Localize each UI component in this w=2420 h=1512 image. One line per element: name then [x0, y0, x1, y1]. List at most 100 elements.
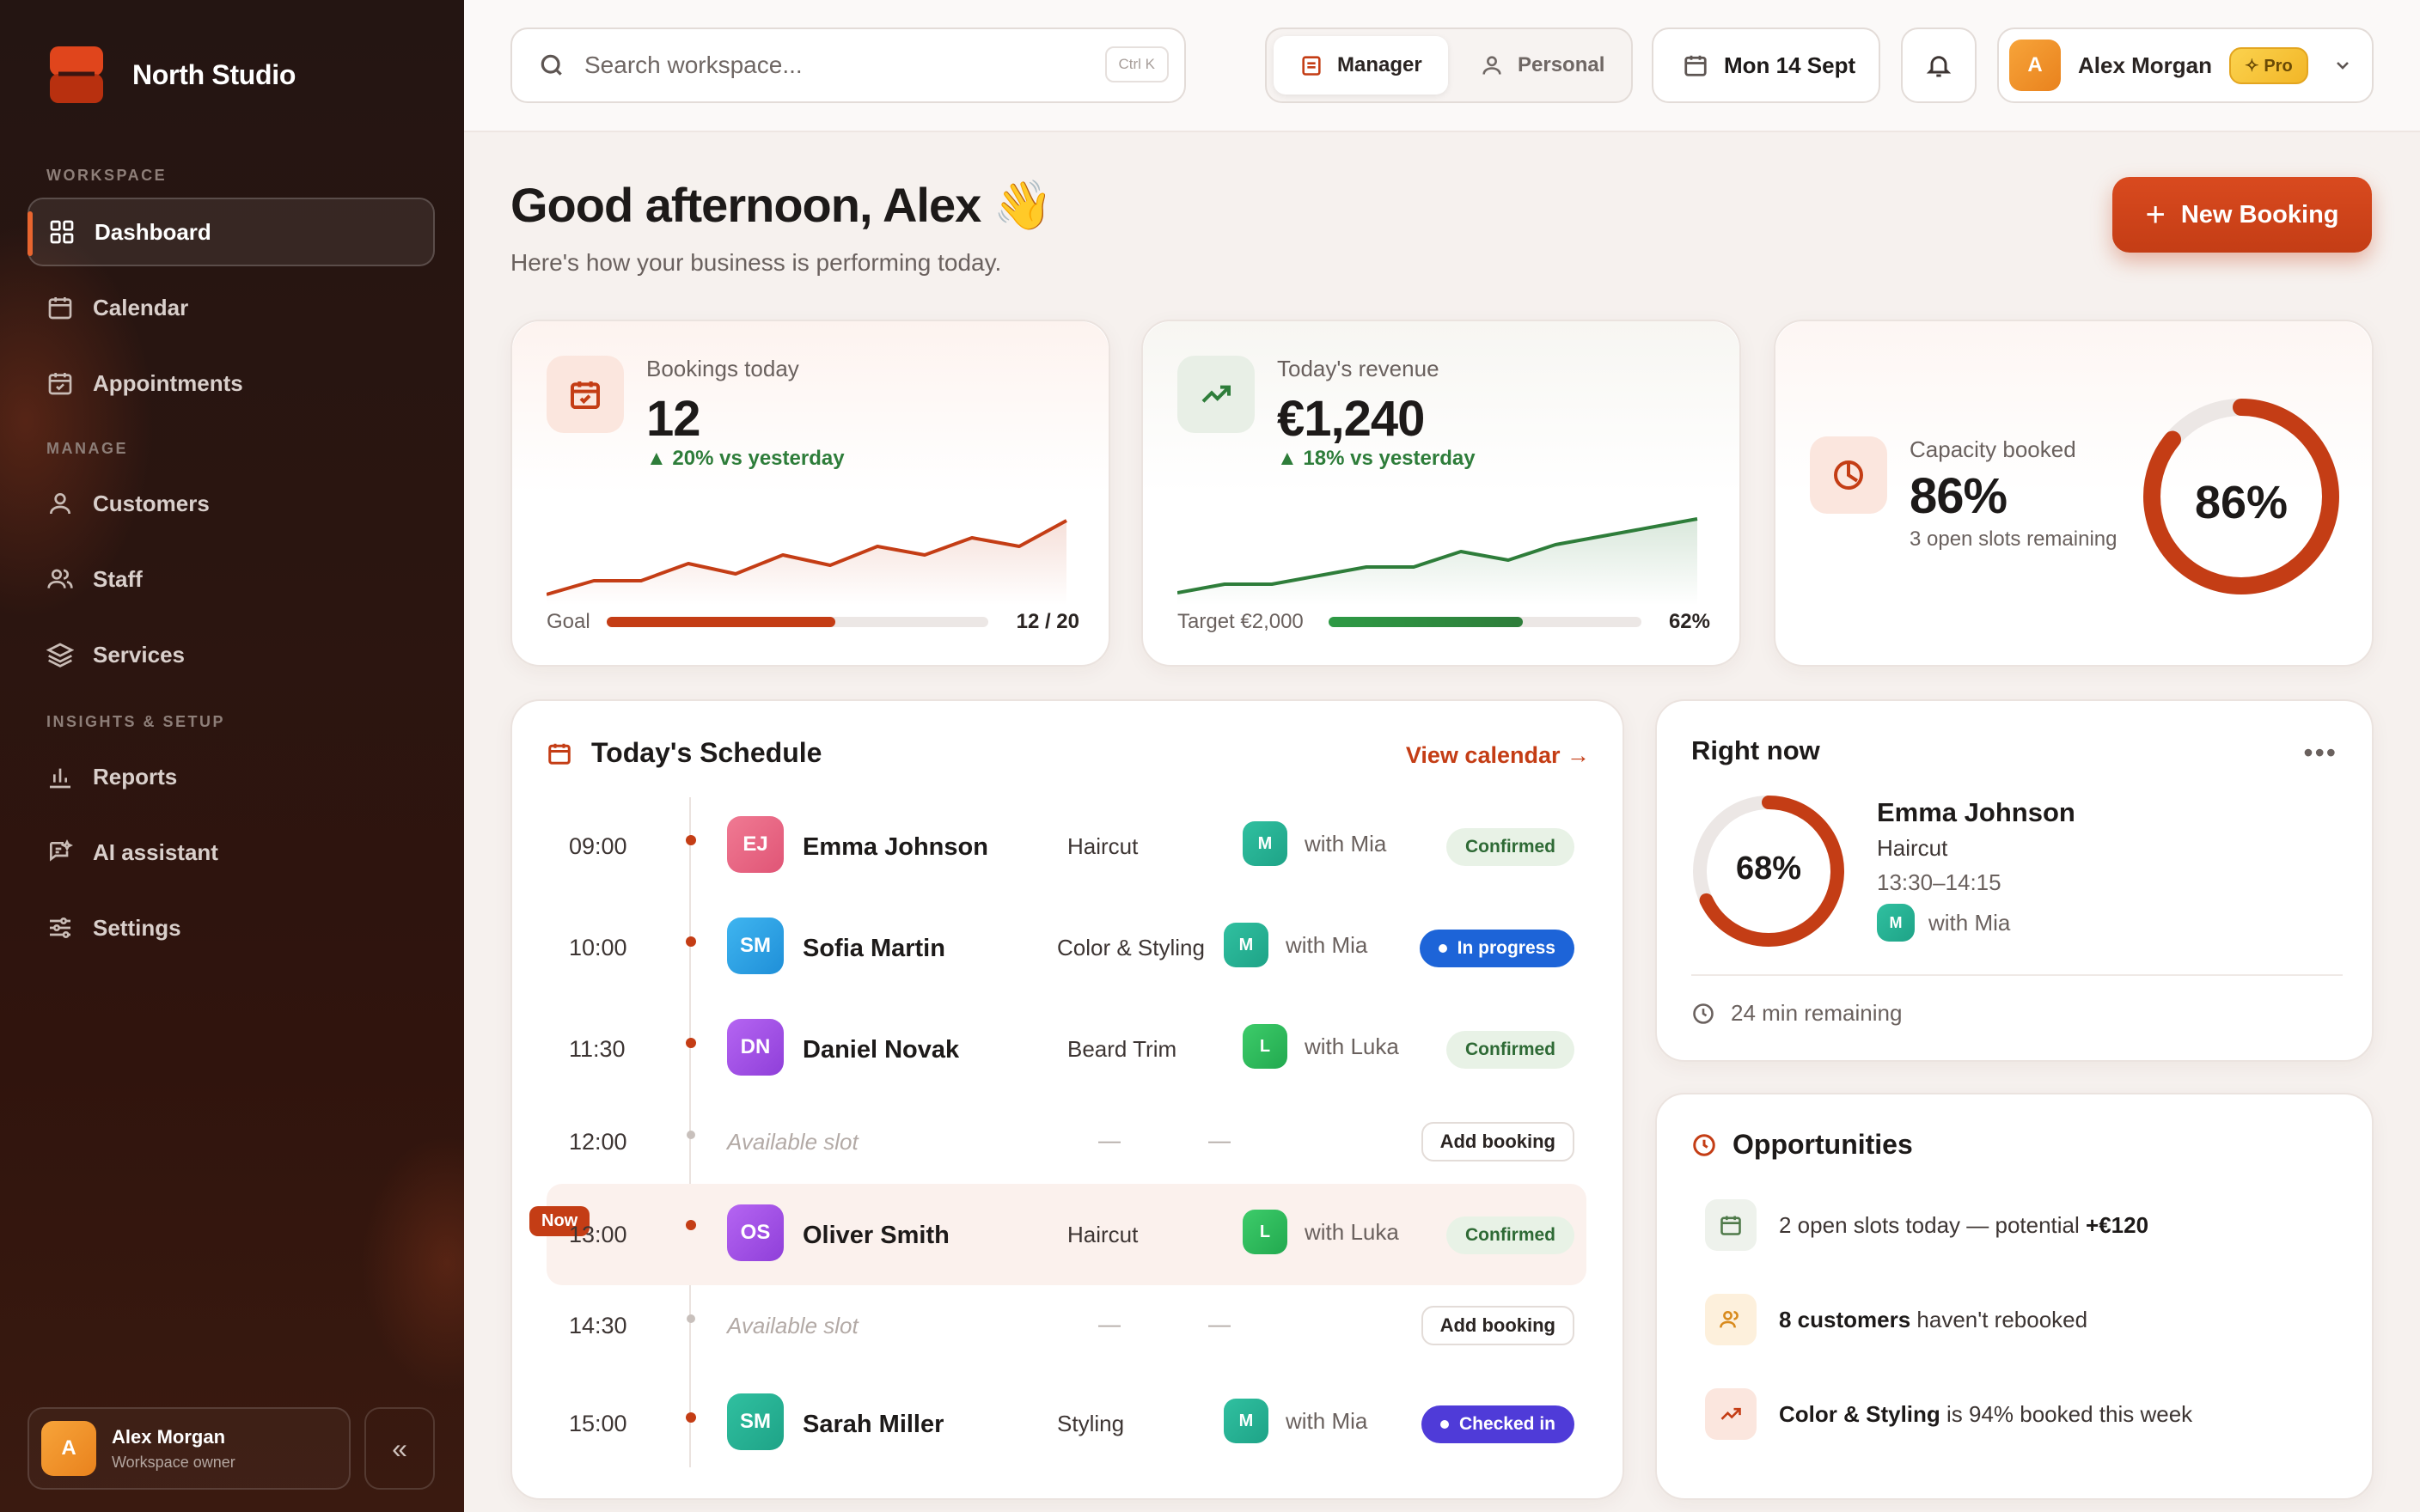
trending-up-icon — [1705, 1388, 1757, 1440]
service-name: Color & Styling — [1057, 935, 1205, 960]
add-booking-button[interactable]: Add booking — [1421, 1122, 1574, 1161]
sidebar-item-calendar[interactable]: Calendar — [28, 273, 435, 342]
stat-label: Capacity booked — [1910, 436, 2076, 462]
sidebar-user-card[interactable]: A Alex Morgan Workspace owner — [28, 1407, 351, 1490]
customer-name[interactable]: Emma Johnson — [803, 833, 988, 861]
service-name: Beard Trim — [1067, 1036, 1177, 1062]
sidebar-item-services[interactable]: Services — [28, 620, 435, 689]
mode-toggle: Manager Personal — [1265, 27, 1633, 103]
chevron-down-icon — [2337, 62, 2349, 70]
avatar: EJ — [727, 816, 784, 873]
opportunity-item[interactable]: 8 customers haven't rebooked — [1705, 1294, 2087, 1345]
opportunity-item[interactable]: 2 open slots today — potential +€120 — [1705, 1199, 2148, 1251]
avatar: A — [41, 1421, 96, 1476]
calendar-icon — [548, 743, 571, 765]
sidebar-item-reports[interactable]: Reports — [28, 742, 435, 811]
staff-avatar: M — [1243, 821, 1287, 866]
row-time: 14:30 — [569, 1313, 627, 1338]
customer-name[interactable]: Sofia Martin — [803, 935, 945, 962]
search-input[interactable]: Search workspace... Ctrl K — [510, 27, 1186, 103]
opportunities-title-text: Opportunities — [1732, 1129, 1913, 1160]
calendar-icon — [1684, 55, 1707, 76]
schedule-card: Today's Schedule View calendar → 09:00 E… — [510, 699, 1624, 1500]
timeline-dot — [686, 1412, 696, 1423]
sidebar-item-label: Dashboard — [95, 218, 211, 245]
avatar: SM — [727, 1393, 784, 1450]
mode-manager-label: Manager — [1337, 53, 1422, 76]
mode-personal-button[interactable]: Personal — [1454, 36, 1630, 94]
sidebar-item-label: Customers — [93, 490, 210, 516]
mode-manager-button[interactable]: Manager — [1274, 36, 1448, 94]
available-slot-label: Available slot — [727, 1129, 859, 1155]
current-service: Haircut — [1877, 835, 1948, 861]
users-icon — [47, 569, 73, 588]
sidebar-item-label: Reports — [93, 763, 178, 790]
right-now-card: Right now ••• 68% Emma Johnson Haircut 1… — [1655, 699, 2374, 1062]
sidebar-item-label: Settings — [93, 914, 181, 941]
sidebar-item-label: AI assistant — [93, 838, 218, 865]
date-picker-button[interactable]: Mon 14 Sept — [1652, 27, 1880, 103]
right-now-title: Right now — [1691, 735, 1820, 765]
sidebar-item-staff[interactable]: Staff — [28, 545, 435, 613]
calendar-check-icon — [48, 373, 72, 395]
capacity-donut-label: 86% — [2194, 477, 2289, 528]
row-time: 11:30 — [569, 1036, 626, 1062]
customer-name[interactable]: Sarah Miller — [803, 1411, 944, 1438]
new-booking-button[interactable]: + New Booking — [2112, 177, 2372, 253]
stat-label: Today's revenue — [1277, 356, 1439, 381]
more-options-icon[interactable]: ••• — [2303, 737, 2338, 768]
staff-avatar: M — [1224, 923, 1268, 967]
calendar-icon — [48, 297, 72, 320]
opportunity-item[interactable]: Color & Styling is 94% booked this week — [1705, 1388, 2192, 1440]
sidebar-item-ai-assistant[interactable]: AI assistant — [28, 818, 435, 887]
clock-pie-icon — [1810, 436, 1887, 514]
goal-label: Goal — [547, 610, 590, 633]
user-icon — [50, 493, 70, 515]
customer-name[interactable]: Oliver Smith — [803, 1222, 950, 1249]
calendar-icon — [1705, 1199, 1757, 1251]
stat-value: 12 — [646, 391, 701, 447]
sparkle-chat-icon — [50, 839, 73, 862]
current-customer-name[interactable]: Emma Johnson — [1877, 797, 2075, 827]
table-row-available[interactable]: 14:30 Available slot — — Add booking — [547, 1278, 1586, 1373]
search-icon — [541, 54, 562, 76]
page-subtitle: Here's how your business is performing t… — [510, 249, 1002, 276]
timeline-dot — [686, 835, 696, 845]
sidebar-item-customers[interactable]: Customers — [28, 469, 435, 538]
staff-avatar: M — [1877, 904, 1915, 942]
sliders-icon — [50, 918, 70, 938]
status-badge: Confirmed — [1446, 828, 1574, 866]
current-time-range: 13:30–14:15 — [1877, 869, 2001, 895]
sidebar-item-appointments[interactable]: Appointments — [28, 349, 435, 418]
view-calendar-link[interactable]: View calendar → — [1405, 742, 1590, 768]
avatar: A — [2009, 40, 2061, 91]
nav-section-manage: MANAGE — [46, 440, 128, 457]
brand[interactable]: North Studio — [46, 45, 296, 105]
empty-service: — — [1098, 1127, 1121, 1153]
sidebar-item-label: Staff — [93, 565, 143, 592]
time-remaining: 24 min remaining — [1691, 1000, 1902, 1027]
table-row-available[interactable]: 12:00 Available slot — — Add booking — [547, 1094, 1586, 1189]
notifications-button[interactable] — [1901, 27, 1977, 103]
collapse-sidebar-button[interactable]: « — [364, 1407, 435, 1490]
schedule-title: Today's Schedule — [547, 737, 822, 769]
sidebar-item-settings[interactable]: Settings — [28, 893, 435, 962]
status-badge: Checked in — [1421, 1405, 1574, 1443]
empty-staff: — — [1208, 1127, 1231, 1153]
customer-name[interactable]: Daniel Novak — [803, 1036, 960, 1064]
user-menu-button[interactable]: A Alex Morgan ✧ Pro — [1997, 27, 2374, 103]
service-name: Haircut — [1067, 1222, 1139, 1247]
sidebar-item-dashboard[interactable]: Dashboard — [28, 198, 435, 266]
staff-name: with Mia — [1928, 909, 2011, 936]
session-progress-donut — [1693, 796, 1844, 947]
page-title: Good afternoon, Alex 👋 — [510, 178, 1054, 232]
add-booking-button[interactable]: Add booking — [1421, 1306, 1574, 1345]
